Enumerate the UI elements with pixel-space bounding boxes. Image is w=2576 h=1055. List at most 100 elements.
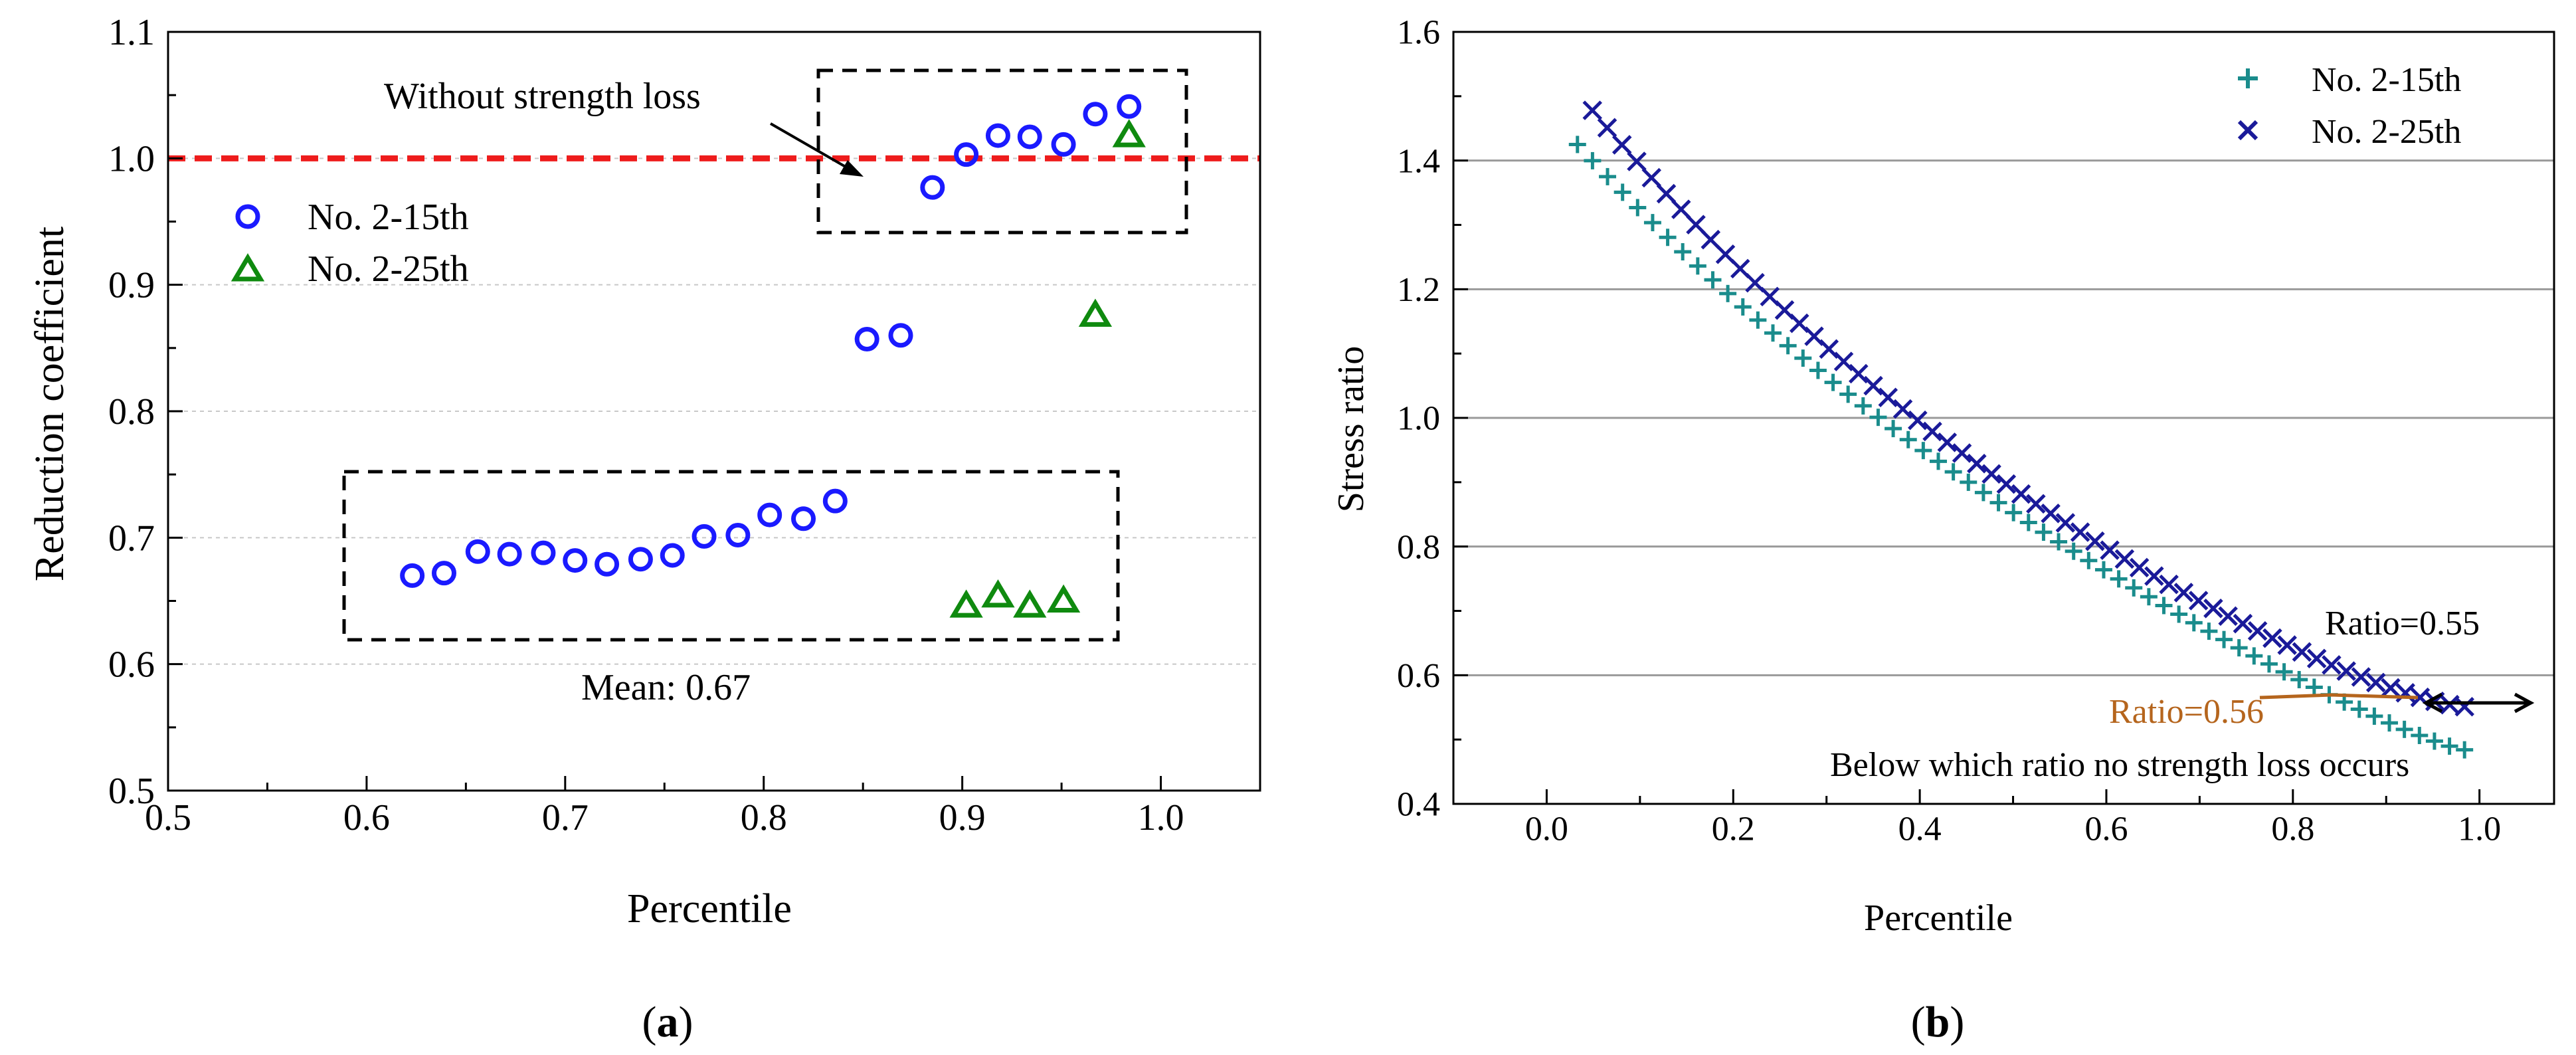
panel-b-note: Below which ratio no strength loss occur… [1830,746,2409,784]
data-point-plus [2215,630,2233,648]
data-point-plus [1839,385,1857,403]
data-point-cross [1952,443,1972,463]
panel-a-y-axis-label: Reduction coefficient [27,227,72,581]
data-point-plus [2275,663,2293,681]
data-point-cross [2144,566,2164,586]
data-point-circle [920,175,945,200]
x-tick-label: 0.9 [939,797,986,838]
data-point-plus [2230,639,2248,657]
x-tick-label: 0.5 [145,797,191,838]
data-point-plus [1568,136,1586,153]
data-point-plus [2005,504,2023,522]
panel-a-legend-circle-icon [235,204,260,229]
panel-a-arrowhead-icon [840,160,864,177]
y-tick-label: 0.6 [108,644,155,686]
data-point-plus [2050,533,2068,551]
data-point-cross [2336,661,2356,681]
data-point-plus [2305,678,2323,696]
data-point-circle [465,539,490,564]
data-point-plus [1749,311,1767,329]
panel-b-y-axis-label: Stress ratio [1331,346,1372,512]
data-point-circle [725,523,751,548]
data-point-triangle [1046,584,1081,613]
data-point-plus [2200,623,2218,640]
data-point-circle [1117,94,1142,119]
x-tick-label: 0.0 [1525,811,1568,848]
data-point-plus [1584,151,1602,169]
data-point-plus [1704,271,1722,289]
data-point-plus [1960,473,1978,491]
data-point-plus [1794,349,1812,367]
panel-b-caption: (b) [1911,998,1965,1046]
data-point-plus [2365,708,2383,725]
data-point-plus [2395,720,2413,738]
data-point-plus [1779,337,1797,355]
data-point-plus [1613,183,1631,201]
data-point-circle [595,551,620,577]
data-point-cross [2011,484,2031,504]
data-point-triangle [1013,589,1047,618]
panel-a: 0.5 0.6 0.7 0.8 0.9 1.0 0.5 0.6 0.7 0.8 0.9 1.0 1.1… [27,12,1261,1046]
y-tick-label: 1.4 [1397,142,1440,180]
data-point-plus [1659,229,1677,246]
data-point-circle [954,142,979,167]
data-point-cross [1981,464,2001,484]
data-point-circle [400,563,425,588]
data-point-plus [1885,420,1902,438]
data-point-plus [1944,463,1962,481]
data-point-plus [1914,442,1932,460]
data-point-plus [1869,409,1887,427]
panel-b-ratio-label-25th: Ratio=0.55 [2325,605,2480,642]
panel-a-data-points [400,94,1146,618]
data-point-cross [1908,410,1928,431]
data-point-plus [2350,700,2368,718]
panel-b-ratio-label-15th: Ratio=0.56 [2109,693,2264,731]
data-point-cross [1863,375,1883,396]
panel-a-upper-dashed-box [816,68,1188,235]
data-point-plus [1719,284,1737,302]
data-point-cross [2306,648,2327,669]
x-tick-label: 0.4 [1898,811,1942,848]
data-point-circle [888,323,913,348]
panel-b-caption-letter: b [1926,998,1950,1046]
data-point-cross [2114,549,2135,569]
panel-a-ticks [167,31,1162,792]
panel-b-ratio-pointer-15th [2259,693,2419,700]
data-point-circle [1083,102,1108,127]
y-tick-label: 0.9 [108,265,155,306]
data-point-circle [497,541,522,567]
data-point-cross [1641,167,1662,188]
data-point-triangle [949,589,983,618]
x-tick-label: 1.0 [2458,811,2501,848]
data-point-circle [691,524,717,549]
y-tick-label: 0.7 [108,518,155,559]
data-point-circle [757,502,782,528]
data-point-cross [2365,672,2386,693]
x-tick-label: 0.6 [343,797,390,838]
data-point-plus [2125,579,2143,597]
data-point-plus [2456,741,2474,759]
data-point-plus [1824,373,1842,391]
panel-b-ticks [1453,31,2481,805]
data-point-plus [2425,732,2443,750]
panel-a-legend-triangle-icon [230,253,265,282]
panel-b-legend: No. 2-15th No. 2-25th [2237,61,2461,151]
panel-a-legend-label-25th: No. 2-25th [308,248,469,290]
data-point-circle [985,123,1010,148]
data-point-cross [1715,244,1736,264]
data-point-cross [1967,454,1987,474]
data-point-plus [1974,484,1992,502]
data-point-circle [660,543,685,568]
data-point-plus [1854,397,1872,415]
x-tick-label: 0.8 [2271,811,2314,848]
panel-b-legend-label-15th: No. 2-15th [2312,61,2461,99]
data-point-cross [2100,540,2120,560]
panel-b-x-tick-labels: 0.0 0.2 0.4 0.6 0.8 1.0 [1525,811,2501,848]
panel-a-y-tick-labels: 0.5 0.6 0.7 0.8 0.9 1.0 1.1 [108,12,155,812]
data-point-plus [1734,298,1752,316]
data-point-circle [854,327,879,352]
data-point-cross [1878,387,1898,408]
x-tick-label: 0.7 [542,797,589,838]
data-point-cross [2203,599,2223,619]
data-point-plus [2019,514,2037,531]
